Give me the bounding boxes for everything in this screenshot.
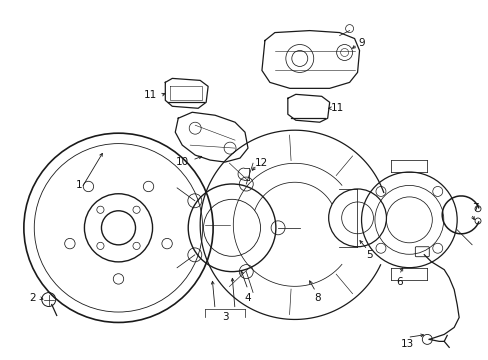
Text: 11: 11: [143, 90, 157, 100]
Text: 11: 11: [330, 103, 344, 113]
Text: 13: 13: [400, 339, 413, 349]
Text: 4: 4: [244, 293, 251, 302]
Text: 2: 2: [29, 293, 36, 302]
Text: 9: 9: [358, 37, 364, 48]
Text: 6: 6: [395, 276, 402, 287]
Text: 12: 12: [255, 158, 268, 168]
Text: 3: 3: [222, 312, 228, 323]
Text: 7: 7: [471, 203, 477, 213]
Text: 5: 5: [366, 250, 372, 260]
Text: 10: 10: [175, 157, 188, 167]
Text: 1: 1: [75, 180, 82, 190]
Text: 8: 8: [314, 293, 321, 302]
